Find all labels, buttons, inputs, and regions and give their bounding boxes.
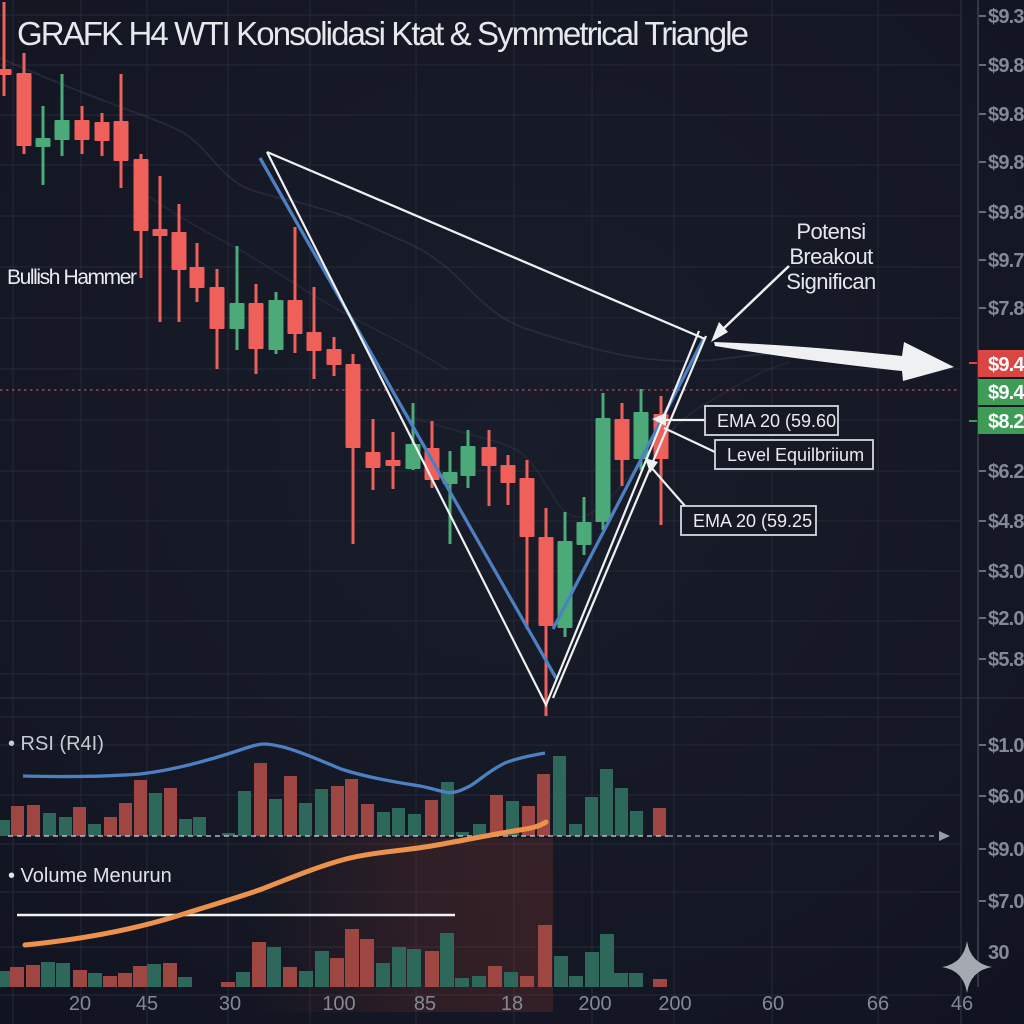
- svg-text:$5.80: $5.80: [988, 649, 1024, 671]
- svg-text:$4.80: $4.80: [988, 511, 1024, 533]
- svg-text:EMA 20 (59.60: EMA 20 (59.60: [717, 411, 836, 431]
- svg-text:$9.00: $9.00: [988, 839, 1024, 861]
- svg-text:$9.80: $9.80: [988, 152, 1024, 174]
- svg-text:$9.80: $9.80: [988, 202, 1024, 224]
- svg-text:30: 30: [988, 942, 1009, 964]
- svg-text:$8.22: $8.22: [988, 411, 1024, 433]
- svg-text:Level Equilbriium: Level Equilbriium: [727, 445, 864, 465]
- svg-text:200: 200: [658, 993, 691, 1015]
- svg-text:100: 100: [322, 993, 355, 1015]
- svg-text:200: 200: [578, 993, 611, 1015]
- svg-text:$9.43: $9.43: [988, 354, 1024, 376]
- svg-text:$9.70: $9.70: [988, 250, 1024, 272]
- svg-text:$7.00: $7.00: [988, 891, 1024, 913]
- svg-text:EMA 20 (59.25: EMA 20 (59.25: [693, 511, 812, 531]
- svg-text:$1.00: $1.00: [988, 735, 1024, 757]
- svg-text:45: 45: [136, 993, 158, 1015]
- svg-text:Significan: Significan: [786, 269, 875, 294]
- svg-text:66: 66: [867, 993, 889, 1015]
- svg-text:Potensi: Potensi: [796, 219, 865, 244]
- svg-text:Breakout: Breakout: [789, 244, 873, 269]
- svg-text:$9.80: $9.80: [988, 55, 1024, 77]
- svg-text:$6.00: $6.00: [988, 786, 1024, 808]
- svg-text:$7.80: $7.80: [988, 298, 1024, 320]
- svg-text:$6.20: $6.20: [988, 461, 1024, 483]
- svg-text:18: 18: [501, 993, 523, 1015]
- svg-text:$3.00: $3.00: [988, 561, 1024, 583]
- svg-text:$2.00: $2.00: [988, 608, 1024, 630]
- svg-text:• RSI (R4I): • RSI (R4I): [8, 733, 104, 755]
- svg-text:$9.30: $9.30: [988, 6, 1024, 28]
- svg-text:46: 46: [951, 993, 973, 1015]
- svg-text:$9.42: $9.42: [988, 382, 1024, 404]
- svg-text:GRAFK H4 WTI Konsolidasi Ktat: GRAFK H4 WTI Konsolidasi Ktat & Symmetri…: [17, 15, 748, 52]
- svg-text:Bullish Hammer: Bullish Hammer: [7, 266, 137, 289]
- svg-text:• Volume Menurun: • Volume Menurun: [8, 865, 172, 887]
- svg-text:85: 85: [414, 993, 436, 1015]
- svg-text:60: 60: [762, 993, 784, 1015]
- svg-text:30: 30: [219, 993, 241, 1015]
- svg-text:$9.82: $9.82: [988, 104, 1024, 126]
- svg-text:20: 20: [69, 993, 91, 1015]
